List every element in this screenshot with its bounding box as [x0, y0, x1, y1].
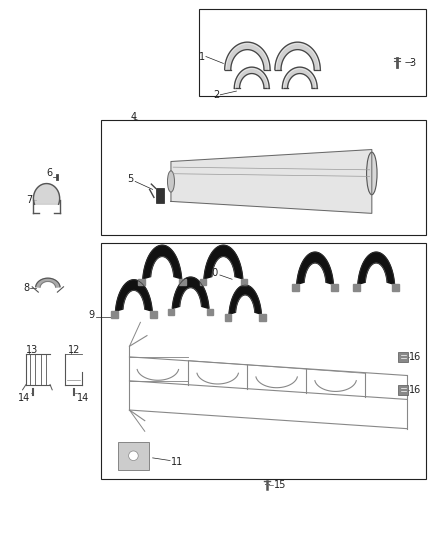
Polygon shape [225, 314, 231, 321]
Text: 15: 15 [274, 480, 286, 490]
Text: 6: 6 [46, 168, 52, 178]
Polygon shape [35, 278, 60, 287]
Text: 13: 13 [26, 345, 38, 356]
Polygon shape [229, 285, 261, 314]
Bar [118, 442, 149, 470]
Text: 9: 9 [88, 310, 95, 320]
Polygon shape [33, 183, 60, 204]
Bar [399, 352, 408, 362]
Polygon shape [204, 245, 243, 279]
Polygon shape [207, 309, 213, 315]
Polygon shape [240, 279, 247, 285]
Polygon shape [283, 67, 317, 88]
Polygon shape [138, 279, 145, 285]
Text: 12: 12 [68, 345, 81, 356]
Polygon shape [200, 279, 206, 285]
Text: 8: 8 [23, 283, 29, 293]
Ellipse shape [367, 152, 377, 195]
Polygon shape [259, 314, 266, 321]
Text: 14: 14 [18, 393, 30, 403]
Polygon shape [353, 285, 360, 291]
Polygon shape [172, 277, 209, 309]
Text: 16: 16 [410, 385, 422, 395]
Text: 1: 1 [198, 52, 205, 61]
Text: 3: 3 [410, 58, 416, 68]
Polygon shape [358, 252, 395, 285]
Polygon shape [171, 150, 372, 213]
Text: 10: 10 [207, 269, 219, 278]
Text: 2: 2 [213, 90, 219, 100]
Polygon shape [150, 311, 156, 318]
Ellipse shape [129, 451, 138, 461]
Text: —: — [404, 59, 413, 67]
Polygon shape [392, 285, 399, 291]
Polygon shape [297, 252, 333, 285]
Ellipse shape [167, 171, 174, 192]
Bar [399, 384, 408, 395]
Text: 7: 7 [26, 195, 32, 205]
Text: 11: 11 [171, 457, 183, 467]
Polygon shape [116, 280, 152, 311]
Text: 16: 16 [410, 352, 422, 362]
Polygon shape [225, 42, 270, 70]
Polygon shape [292, 285, 299, 291]
Polygon shape [180, 279, 186, 285]
Polygon shape [275, 42, 320, 70]
Polygon shape [234, 67, 269, 88]
Text: 4: 4 [131, 111, 137, 122]
Bar [101, 120, 426, 235]
Polygon shape [331, 285, 338, 291]
Text: 14: 14 [77, 393, 89, 403]
Bar [155, 188, 163, 203]
Polygon shape [143, 245, 182, 279]
Bar [101, 243, 426, 479]
Text: 5: 5 [128, 174, 134, 184]
Polygon shape [168, 309, 174, 315]
Bar [199, 9, 426, 96]
Polygon shape [111, 311, 118, 318]
